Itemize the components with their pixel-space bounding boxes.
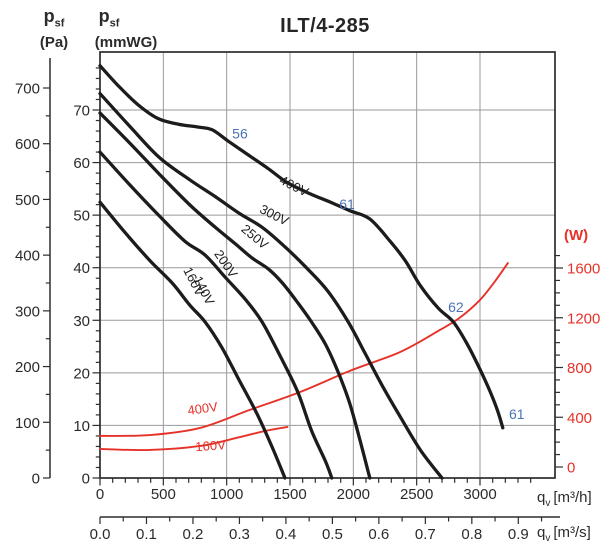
mmwg-symbol-main: p — [98, 6, 110, 26]
m3s-tick-label: 0.6 — [368, 526, 389, 543]
w-tick-label: 0 — [567, 460, 575, 477]
mmwg-tick-label: 0 — [82, 471, 90, 488]
mmwg-axis-unit: (mmWG) — [94, 33, 158, 51]
flow-m3h-symbol-sub: v — [545, 498, 551, 509]
pa-symbol-sub: sf — [54, 17, 65, 30]
noise-level-label: 61 — [509, 406, 525, 422]
pressure-curve-400V — [98, 64, 505, 430]
power-curve-400V — [99, 262, 509, 437]
pa-symbol-main: p — [43, 6, 55, 26]
power-curve-label-160V: 160V — [195, 437, 227, 454]
mmwg-tick-label: 50 — [73, 208, 90, 225]
pa-tick-label: 400 — [15, 248, 40, 265]
w-tick-label: 1200 — [567, 310, 600, 327]
m3s-tick-label: 0.4 — [275, 526, 296, 543]
pa-tick-label: 700 — [15, 81, 40, 98]
m3h-tick-label: 500 — [151, 486, 176, 503]
m3h-tick-label: 3000 — [463, 486, 496, 503]
power-axis-unit: (W) — [564, 227, 589, 244]
pa-axis-symbol: psf — [20, 6, 88, 34]
pa-axis-header: psf (Pa) — [20, 6, 88, 52]
m3s-tick-label: 0.3 — [229, 526, 250, 543]
m3s-tick-label: 0.9 — [508, 526, 529, 543]
mmwg-tick-label: 30 — [73, 313, 90, 330]
w-tick-label: 400 — [567, 410, 592, 427]
m3h-tick-label: 1500 — [273, 486, 306, 503]
m3s-tick-label: 0.1 — [136, 526, 157, 543]
pa-tick-label: 600 — [15, 136, 40, 153]
pressure-curve-200V — [98, 150, 334, 480]
mmwg-tick-label: 20 — [73, 365, 90, 382]
flow-m3h-axis-label: qv [m³/h] — [537, 489, 592, 509]
pressure-curve-300V — [98, 91, 444, 480]
power-curve-label-400V: 400V — [187, 399, 219, 418]
m3h-tick-label: 1000 — [210, 486, 243, 503]
pressure-curve-label-250V: 250V — [238, 221, 271, 252]
m3s-tick-label: 0.5 — [322, 526, 343, 543]
flow-m3s-unit: [m³/s] — [553, 524, 591, 541]
pa-tick-label: 0 — [32, 471, 40, 488]
flow-m3h-unit: [m³/h] — [553, 489, 592, 506]
mmwg-axis-header: psf (mmWG) — [84, 6, 168, 52]
mmwg-axis-symbol: psf — [84, 6, 134, 34]
noise-level-label: 62 — [448, 299, 464, 315]
mmwg-tick-label: 40 — [73, 260, 90, 277]
m3s-tick-label: 0.8 — [461, 526, 482, 543]
noise-level-label: 56 — [232, 126, 248, 142]
m3s-tick-label: 0.0 — [90, 526, 111, 543]
flow-m3h-symbol: q — [537, 489, 546, 506]
m3s-tick-label: 0.7 — [415, 526, 436, 543]
pressure-curve-160V — [98, 200, 287, 480]
pa-tick-label: 100 — [15, 415, 40, 432]
pressure-curve-label-400V: 400V — [277, 172, 311, 199]
noise-level-label: 61 — [339, 196, 355, 212]
chart-title: ILT/4-285 — [280, 15, 370, 37]
pa-tick-label: 200 — [15, 359, 40, 376]
pa-tick-label: 300 — [15, 303, 40, 320]
mmwg-tick-label: 60 — [73, 155, 90, 172]
mmwg-symbol-sub: sf — [109, 17, 120, 30]
pa-tick-label: 500 — [15, 192, 40, 209]
pa-axis-unit: (Pa) — [39, 33, 69, 51]
m3h-tick-label: 0 — [96, 486, 104, 503]
pressure-curve-label-300V: 300V — [257, 201, 291, 228]
m3h-tick-label: 2000 — [337, 486, 370, 503]
plot-frame — [99, 51, 556, 479]
m3h-tick-label: 2500 — [400, 486, 433, 503]
m3s-tick-label: 0.2 — [183, 526, 204, 543]
pressure-curve-250V — [98, 111, 372, 480]
mmwg-tick-label: 70 — [73, 103, 90, 120]
flow-m3s-symbol: q — [537, 524, 546, 541]
flow-m3s-axis-label: qv [m³/s] — [537, 524, 591, 544]
w-tick-label: 1600 — [567, 261, 600, 278]
power-curve-160V — [99, 426, 289, 452]
w-tick-label: 800 — [567, 360, 592, 377]
mmwg-tick-label: 10 — [73, 418, 90, 435]
flow-m3s-symbol-sub: v — [545, 533, 551, 544]
